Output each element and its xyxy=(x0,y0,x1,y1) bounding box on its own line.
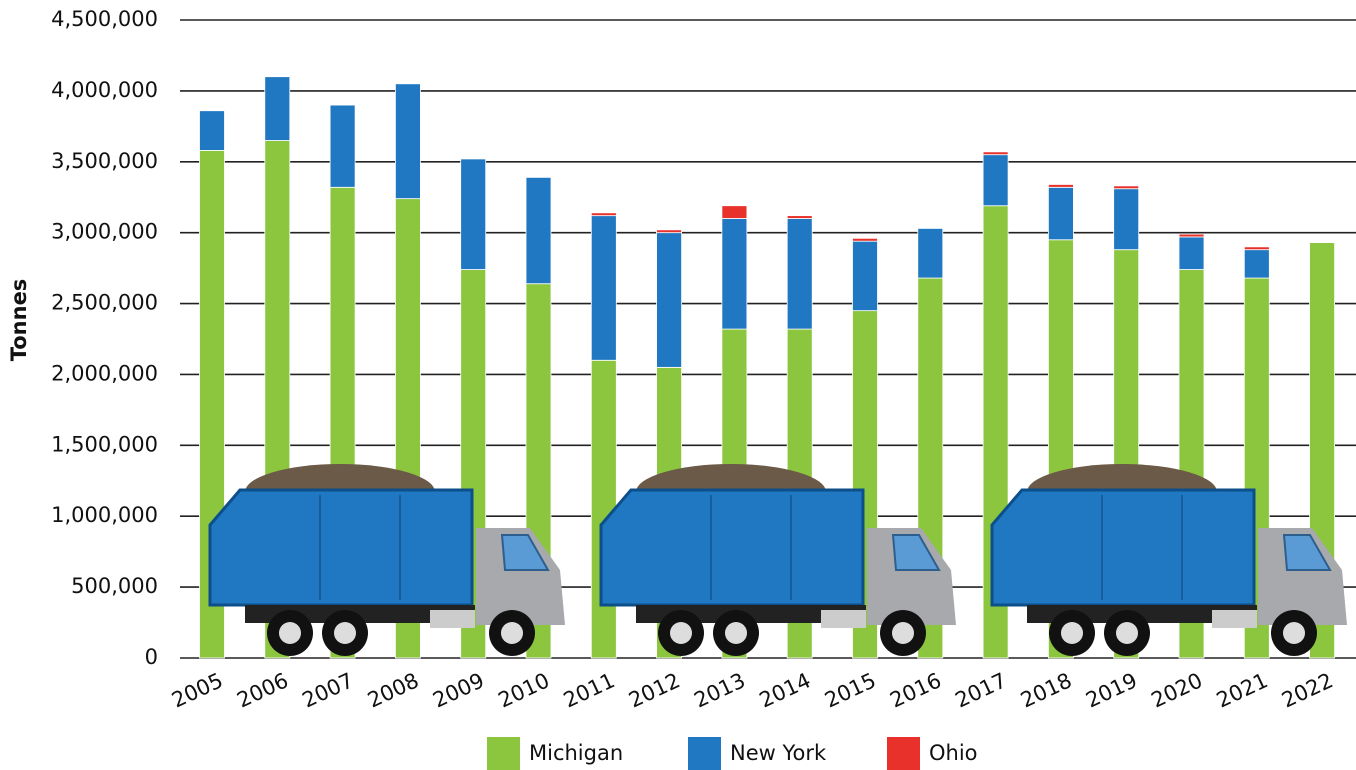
bar-segment xyxy=(590,359,617,659)
legend-label: Ohio xyxy=(929,741,978,765)
bar-segment xyxy=(329,104,356,188)
x-tick-label: 2022 xyxy=(1278,668,1337,712)
x-tick-label: 2020 xyxy=(1148,668,1207,712)
bar-segment xyxy=(590,215,617,361)
bar-segment xyxy=(786,215,813,219)
x-tick-label: 2013 xyxy=(690,668,749,712)
x-tick-label: 2005 xyxy=(168,668,227,712)
x-tick-label: 2019 xyxy=(1082,668,1141,712)
x-tick-label: 2010 xyxy=(495,668,554,712)
bar-segment xyxy=(721,218,748,330)
bar-segment xyxy=(852,240,878,312)
x-tick-label: 2008 xyxy=(364,668,423,712)
truck xyxy=(208,462,567,658)
bar-segment xyxy=(1048,186,1074,241)
x-tick-label: 2009 xyxy=(429,668,488,712)
bar-segment xyxy=(525,176,552,285)
x-tick-label: 2007 xyxy=(299,668,358,712)
bar-segment xyxy=(1178,233,1205,238)
truck xyxy=(990,462,1349,658)
y-tick-label: 2,000,000 xyxy=(51,361,158,385)
x-tick-label: 2011 xyxy=(560,668,619,712)
x-tick-label: 2012 xyxy=(625,668,684,712)
y-tick-label: 1,500,000 xyxy=(51,432,158,456)
bar-segment xyxy=(786,218,813,330)
bar-segment xyxy=(1178,236,1205,270)
legend-swatch xyxy=(688,737,721,770)
bar-segment xyxy=(1113,188,1140,251)
y-tick-label: 3,500,000 xyxy=(51,149,158,173)
bar-segment xyxy=(264,76,291,141)
bar-segment xyxy=(590,212,617,217)
bar-segment xyxy=(394,83,421,200)
x-tick-label: 2015 xyxy=(821,668,880,712)
y-tick-label: 1,000,000 xyxy=(51,503,158,527)
bar-segment xyxy=(721,205,748,219)
truck xyxy=(599,462,958,658)
y-tick-label: 0 xyxy=(145,645,158,669)
y-tick-label: 4,000,000 xyxy=(51,78,158,102)
y-axis-label: Tonnes xyxy=(7,279,31,362)
bar-segment xyxy=(199,110,225,151)
legend-swatch xyxy=(487,737,520,770)
legend-label: Michigan xyxy=(529,741,623,765)
truck-illustrations xyxy=(208,462,1349,658)
legend-swatch xyxy=(887,737,920,770)
y-tick-label: 4,500,000 xyxy=(51,7,158,31)
x-tick-label: 2014 xyxy=(756,668,815,712)
bar-segment xyxy=(982,151,1009,156)
bar-segment xyxy=(852,237,878,242)
bar-segment xyxy=(982,154,1009,207)
bar-segment xyxy=(917,228,944,279)
x-tick-label: 2017 xyxy=(952,668,1011,712)
x-tick-label: 2016 xyxy=(886,668,945,712)
bar-segment xyxy=(460,158,487,270)
bar-segment xyxy=(1113,185,1140,190)
bar-segment xyxy=(1048,184,1074,188)
bar-segment xyxy=(656,232,682,368)
bar-segment xyxy=(1243,246,1270,251)
y-tick-label: 500,000 xyxy=(71,574,158,598)
y-tick-label: 3,000,000 xyxy=(51,220,158,244)
legend-label: New York xyxy=(730,741,827,765)
x-tick-label: 2018 xyxy=(1017,668,1076,712)
bar-segment xyxy=(656,229,682,234)
bar-segment xyxy=(1243,249,1270,279)
y-tick-label: 2,500,000 xyxy=(51,291,158,315)
x-tick-label: 2021 xyxy=(1213,668,1272,712)
x-tick-label: 2006 xyxy=(233,668,292,712)
